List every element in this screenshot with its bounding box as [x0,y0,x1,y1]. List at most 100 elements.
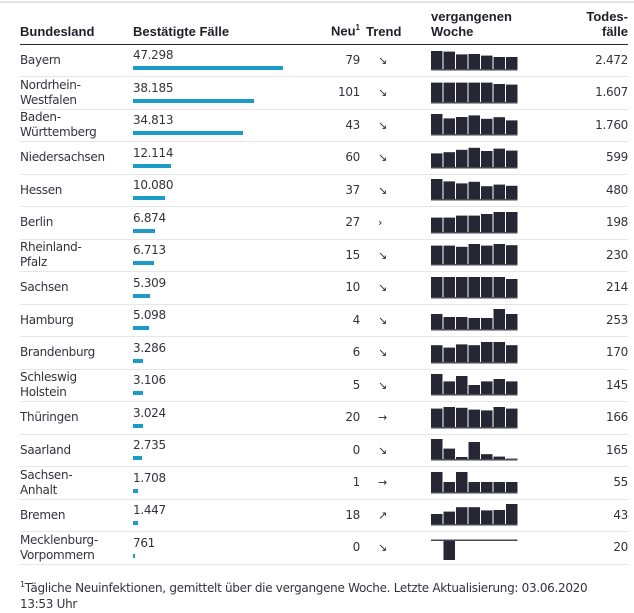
bundesland-name-line1: Bremen [20,507,66,522]
cases-value: 1.447 [133,503,166,518]
cell-deaths: 230 [543,239,628,272]
cases-value: 47.298 [133,48,174,63]
cell-neu: 4 [298,304,360,337]
header-week: vergangenen Woche [431,4,543,45]
cell-neu: 37 [298,174,360,207]
bundesland-name-line1: Thüringen [20,410,79,425]
cases-bar [133,196,165,201]
cell-bundesland: Nordrhein- Westfalen [20,76,133,110]
cell-neu: 79 [298,44,360,77]
trend-arrow-icon: ↘ [360,109,431,142]
sparkline-bar [493,481,505,492]
cell-week-sparkline [431,141,543,175]
bundesland-name-line2: Westfalen [20,92,77,107]
sparkline-bar [506,120,518,135]
cases-value: 6.874 [133,210,166,225]
bundesland-name-line2: Anhalt [20,482,58,497]
sparkline-bar [468,344,480,362]
sparkline-baseline [431,69,518,71]
cell-bundesland: Baden- Württemberg [20,109,133,142]
cases-value: 5.309 [133,275,166,290]
sparkline-bar [468,318,480,330]
sparkline-bar [443,317,455,330]
cases-bar [133,326,149,331]
cell-neu: 15 [298,239,360,272]
cases-bar [133,66,283,71]
sparkline-bar [456,247,468,265]
bundesland-name-line1: Bayern [20,52,61,67]
bundesland-name-line1: Sachsen- [20,467,73,482]
sparkline-bar [506,344,518,362]
sparkline-bar [431,114,443,135]
sparkline [431,114,518,136]
trend-arrow-icon: › [360,206,431,240]
sparkline-bar [506,245,518,265]
cell-deaths: 1.760 [543,109,628,142]
bundesland-name-line2: Pfalz [20,255,47,270]
cell-deaths: 198 [543,206,628,240]
table-row: Bremen 1.447 18 ↗ 43 [20,499,628,532]
top-divider [0,1,634,3]
cases-value: 2.735 [133,438,166,453]
table-row: Hamburg 5.098 4 ↘ 253 [20,304,628,337]
sparkline-bar [468,385,480,395]
cell-deaths: 165 [543,434,628,467]
sparkline-bar [431,514,443,525]
bundesland-name-line1: Saarland [20,442,71,457]
table-header: Bundesland Bestätigte Fälle Neu1 Trend v… [20,4,628,45]
sparkline-bar [468,276,480,297]
sparkline-bar [481,55,493,70]
cell-neu: 6 [298,336,360,370]
sparkline-bar [443,51,455,70]
sparkline-baseline [431,491,518,494]
table-row: Brandenburg 3.286 6 ↘ 170 [20,336,628,370]
sparkline [431,244,518,266]
sparkline-bar [481,510,493,525]
sparkline-bar [431,314,443,330]
sparkline-bar [468,215,480,232]
cell-bundesland: Brandenburg [20,336,133,370]
sparkline-bar [493,57,505,70]
cell-cases: 38.185 [133,76,298,110]
sparkline-bar [481,454,493,460]
cell-deaths: 43 [543,499,628,532]
sparkline-bar [506,186,518,200]
sparkline [431,374,518,396]
header-neu-sup: 1 [355,23,360,33]
cases-bar [133,553,135,558]
bundesland-name-line1: Nordrhein- [20,77,81,92]
sparkline-bar [468,115,480,135]
cases-bar [133,261,154,266]
cell-deaths: 1.607 [543,76,628,110]
cases-value: 1.708 [133,470,166,485]
cell-deaths: 20 [543,531,628,565]
sparkline [431,341,518,364]
table-row: Bayern 47.298 79 ↘ 2.472 [20,44,628,77]
cases-bar [133,521,138,526]
sparkline-baseline [431,134,518,136]
sparkline-bar [481,410,493,427]
cell-neu: 1 [298,466,360,500]
sparkline-bar [443,381,455,395]
sparkline-baseline [431,296,518,299]
header-week-line2: Woche [431,23,474,39]
header-bundesland: Bundesland [20,4,133,45]
table-row: Berlin 6.874 27 › 198 [20,206,628,240]
sparkline-bar [481,276,493,297]
cases-value: 12.114 [133,145,174,160]
sparkline-baseline [431,329,518,331]
cell-cases: 761 [133,531,298,565]
cell-cases: 1.447 [133,499,298,532]
cell-neu: 43 [298,109,360,142]
sparkline-bar [506,381,518,395]
sparkline-bar [443,245,455,265]
cell-bundesland: Bayern [20,44,133,77]
cases-value: 38.185 [133,80,174,95]
sparkline-bar [431,374,443,395]
sparkline-bar [456,407,468,427]
sparkline-bar [493,456,505,460]
bundesland-name-line1: Hamburg [20,312,74,327]
sparkline-bar [481,481,493,492]
cell-bundesland: Thüringen [20,401,133,435]
sparkline-bar [468,182,480,200]
